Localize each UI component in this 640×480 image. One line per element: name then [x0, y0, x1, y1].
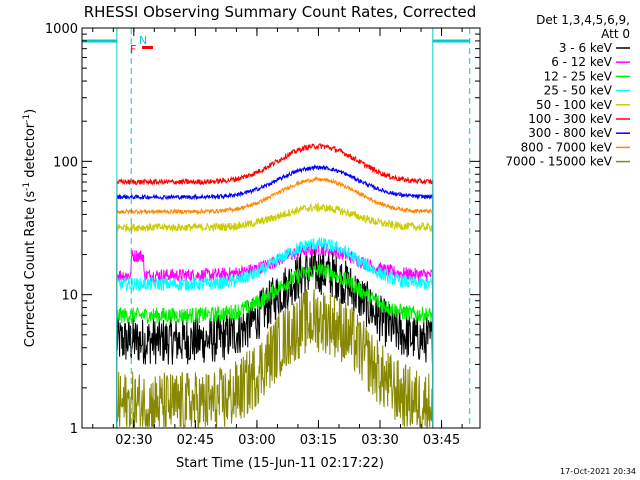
series-line-7: [116, 163, 434, 428]
legend-entry-label: 25 - 50 keV: [544, 84, 613, 98]
legend-header-line-2: Att 0: [601, 27, 630, 41]
legend-entry-label: 3 - 6 keV: [559, 41, 613, 55]
plot-frame: [81, 27, 481, 429]
x-tick-label: 03:00: [238, 433, 275, 448]
x-tick-label: 02:45: [177, 433, 214, 448]
legend-entry-label: 800 - 7000 keV: [521, 140, 613, 154]
y-axis: 1 10 100 1000: [45, 22, 480, 437]
legend-entry-label: 12 - 25 keV: [544, 69, 613, 83]
legend-entry-label: 7000 - 15000 keV: [505, 155, 612, 169]
night-overlay-layer: [82, 28, 471, 428]
y-label-sup-1: -1: [22, 182, 32, 191]
chart-title: RHESSI Observing Summary Count Rates, Co…: [84, 3, 477, 21]
flare-marker: [142, 46, 153, 49]
x-axis-label: Start Time (15-Jun-11 02:17:22): [176, 456, 384, 471]
x-tick-label: 03:30: [361, 433, 398, 448]
legend-entry-label: 300 - 800 keV: [528, 126, 612, 140]
series-line-9: [116, 289, 434, 428]
y-tick-label: 1: [70, 422, 78, 437]
y-tick-label: 100: [53, 155, 78, 170]
legend-entry-label: 100 - 300 keV: [528, 112, 612, 126]
series-layer: [116, 142, 434, 428]
x-tick-label: 02:30: [115, 433, 152, 448]
y-label-main: Corrected Count Rate (s: [23, 191, 38, 348]
y-label-mid: detector: [23, 122, 38, 182]
y-tick-label: 10: [61, 289, 78, 304]
series-line-4: [116, 237, 434, 428]
x-tick-label: 03:15: [300, 433, 337, 448]
series-line-3: [116, 263, 434, 428]
y-label-sup-2: -1: [22, 114, 32, 123]
y-axis-label: Corrected Count Rate (s-1 detector-1): [22, 109, 38, 347]
x-axis: 02:30 02:45 03:00 03:15 03:30 03:45: [92, 28, 463, 448]
series-line-6: [116, 142, 434, 428]
series-line-8: [116, 175, 434, 428]
x-tick-label: 03:45: [423, 433, 460, 448]
series-line-5: [116, 201, 434, 428]
legend-entry-label: 50 - 100 keV: [536, 98, 613, 112]
legend-entry-label: 6 - 12 keV: [551, 55, 613, 69]
footer-date: 17-Oct-2021 20:34: [560, 467, 636, 476]
flare-label: F: [130, 43, 136, 56]
y-label-end: ): [23, 109, 38, 114]
legend-header-line-1: Det 1,3,4,5,6,9,: [536, 13, 630, 27]
night-label: N: [139, 34, 147, 47]
y-tick-label: 1000: [45, 22, 78, 37]
